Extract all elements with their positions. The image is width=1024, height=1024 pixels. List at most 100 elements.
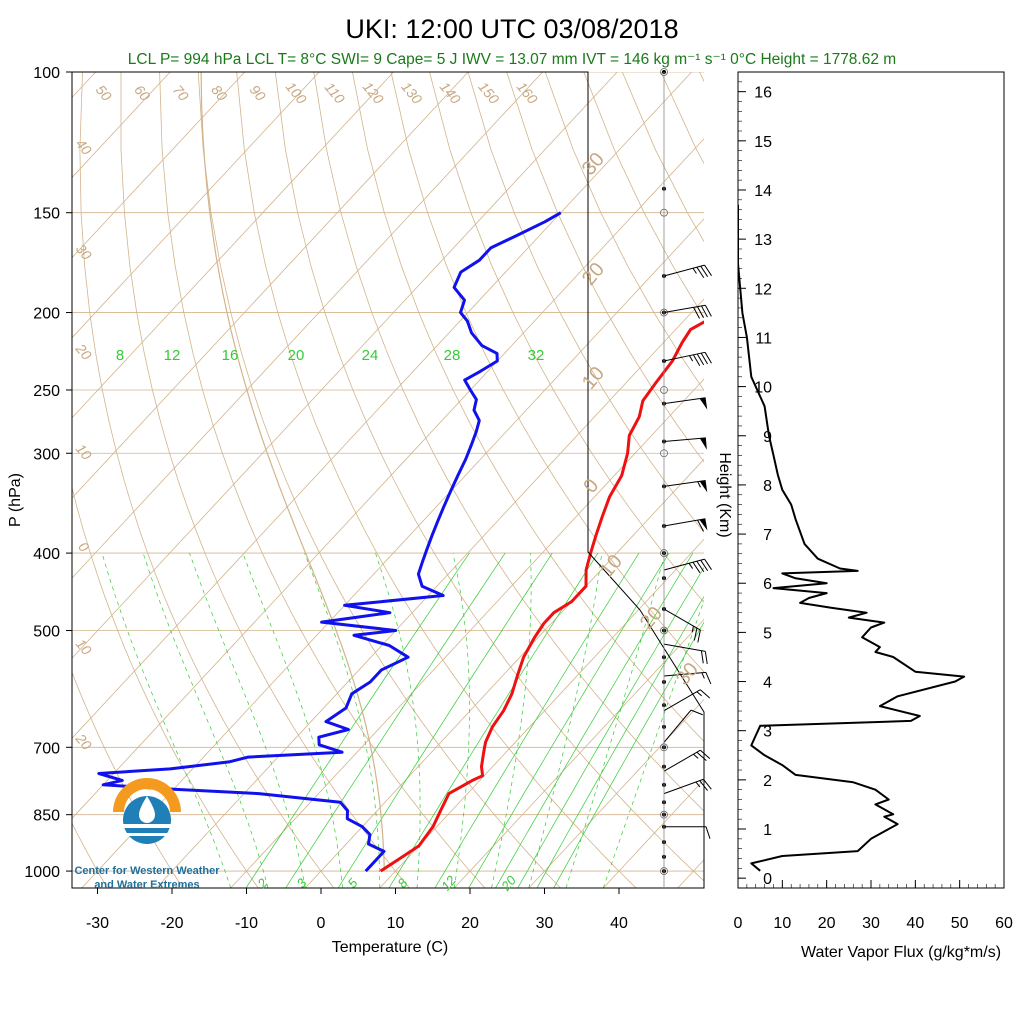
flux-y-tick-label: 11 <box>755 330 772 347</box>
flux-line <box>738 204 966 872</box>
p-tick-label: 200 <box>33 306 60 323</box>
mixing-ratio-label-lower: 12 <box>438 872 459 893</box>
parcel-path <box>200 72 385 872</box>
dry-adiabat <box>390 72 704 673</box>
mixing-ratio-line <box>517 566 704 888</box>
isotherm <box>72 72 469 499</box>
isotherm <box>81 218 704 888</box>
flux-y-tick-label: 12 <box>754 281 772 298</box>
x-tick-label: 20 <box>461 915 479 932</box>
wind-barb <box>663 351 712 366</box>
mixing-ratio-line <box>553 621 704 888</box>
dry-adiabat <box>197 72 561 888</box>
wind-barb <box>663 749 711 772</box>
mixing-ratio-label: 8 <box>116 347 124 364</box>
flux-x-tick-label: 50 <box>951 915 969 932</box>
moist-adiabat <box>452 553 470 888</box>
dry-adiabat <box>621 72 704 243</box>
flux-y-tick-label: 13 <box>754 232 772 249</box>
x-tick-label: -10 <box>235 915 258 932</box>
logo-drop-icon <box>139 796 155 823</box>
theta-label: 60 <box>131 82 153 104</box>
moist-adiabat <box>242 552 343 888</box>
isotherm-label-left: 10 <box>73 441 95 463</box>
theta-label: 130 <box>398 79 425 107</box>
isotherm-label-right: 30 <box>672 659 703 690</box>
x-axis-label: Temperature (C) <box>332 939 448 956</box>
x-tick-label: 40 <box>610 915 628 932</box>
isotherm-label-left: 30 <box>73 241 95 263</box>
theta-label: 90 <box>247 82 269 104</box>
mixing-ratio-line <box>337 552 553 888</box>
theta-label: 70 <box>170 82 192 104</box>
flux-y-tick-label: 14 <box>754 183 772 200</box>
mixing-ratio-line <box>285 552 506 888</box>
mixing-ratio-label: 12 <box>164 347 181 364</box>
flux-y-tick-label: 10 <box>754 380 772 397</box>
wind-barb <box>663 643 708 665</box>
dry-adiabat <box>159 72 486 888</box>
isotherm <box>72 138 704 819</box>
isotherm-label-left: 20 <box>72 730 95 753</box>
dry-adiabat <box>72 822 108 888</box>
isobar-lines <box>72 72 704 872</box>
isotherm-label-right: 0 <box>579 475 603 498</box>
moist-adiabat <box>375 552 421 888</box>
logo-sun-icon <box>113 778 181 812</box>
sounding-profiles <box>97 211 704 873</box>
isotherm-label-left: 10 <box>73 636 95 658</box>
chart-subtitle: LCL P= 994 hPa LCL T= 8°C SWI= 9 Cape= 5… <box>128 51 896 68</box>
isotherm <box>72 72 692 739</box>
isotherm-lines <box>72 72 704 888</box>
flux-y-tick-label: 7 <box>763 527 772 544</box>
moist-adiabat <box>142 552 269 888</box>
mixing-ratio-label-lower: 20 <box>498 872 520 894</box>
flux-y-tick-label: 9 <box>763 429 772 446</box>
y-axis-label: P (hPa) <box>7 473 24 527</box>
theta-label: 110 <box>322 79 349 107</box>
dry-adiabat <box>313 72 704 812</box>
mixing-ratio-line <box>245 552 470 888</box>
flux-y-tick-label: 1 <box>763 822 772 839</box>
wind-barb <box>663 709 703 743</box>
flux-y-tick-label: 5 <box>763 625 772 642</box>
flux-x-tick-label: 10 <box>773 915 791 932</box>
dry-adiabat <box>815 72 1024 888</box>
wind-barb <box>663 304 712 319</box>
isotherm <box>155 298 704 888</box>
wind-barb <box>664 826 711 839</box>
isotherm <box>602 779 704 888</box>
moist-adiabat <box>602 599 704 888</box>
dry-adiabat <box>429 72 704 603</box>
flux-border <box>737 71 1005 889</box>
flux-y-tick-label: 3 <box>763 724 772 741</box>
flux-y-axis-label: Height (Km) <box>716 452 733 537</box>
flux-series-line <box>738 204 966 872</box>
dry-adiabat <box>72 671 184 888</box>
flux-x-tick-label: 0 <box>734 915 743 932</box>
isotherm <box>72 72 394 419</box>
mixing-ratio-label: 20 <box>288 347 305 364</box>
mixing-ratio-line <box>468 552 670 888</box>
dry-adiabat <box>274 72 704 882</box>
dry-adiabat <box>506 72 704 463</box>
temperature-line <box>379 320 704 873</box>
flux-x-tick-label: 20 <box>818 915 836 932</box>
isotherm-label-right: 20 <box>578 259 609 290</box>
flux-y-tick-label: 2 <box>763 773 772 790</box>
mixing-ratio-label: 32 <box>528 347 545 364</box>
isotherm-label-left: 20 <box>72 340 95 363</box>
isotherm <box>72 72 320 339</box>
p-tick-label: 250 <box>33 383 60 400</box>
theta-label: 160 <box>514 79 541 107</box>
dry-adiabat-lines <box>72 72 1024 888</box>
wind-barb <box>663 518 708 532</box>
p-tick-label: 700 <box>33 740 60 757</box>
chart-title: UKI: 12:00 UTC 03/08/2018 <box>345 14 678 44</box>
wind-barb <box>663 479 708 493</box>
x-tick-label: 10 <box>387 915 405 932</box>
x-tick-label: 0 <box>317 915 326 932</box>
mixing-ratio-label: 16 <box>222 347 239 364</box>
